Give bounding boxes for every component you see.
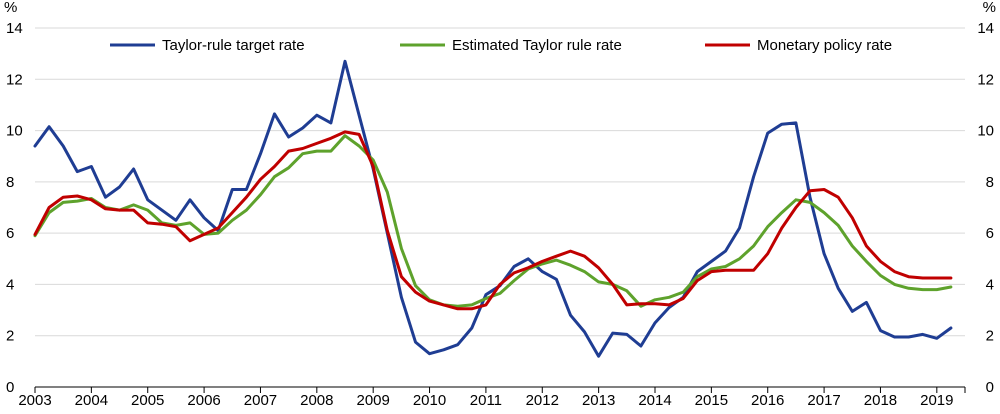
y-tick-label-left-8: 8 [6,174,14,191]
y-tick-label-left-10: 10 [6,123,23,140]
y-tick-label-left-6: 6 [6,225,14,242]
x-tick-label-2019: 2019 [920,392,953,409]
x-tick-label-2014: 2014 [638,392,671,409]
x-tick-label-2005: 2005 [131,392,164,409]
x-tick-label-2009: 2009 [356,392,389,409]
y-unit-left: % [4,0,17,16]
y-tick-label-left-2: 2 [6,328,14,345]
series-line-1 [33,59,953,358]
legend-label-2: Estimated Taylor rule rate [452,37,622,54]
y-tick-label-right-8: 8 [986,174,994,191]
x-tick-label-2016: 2016 [751,392,784,409]
series-line-3 [33,130,953,311]
x-tick-label-2013: 2013 [582,392,615,409]
y-tick-label-left-4: 4 [6,276,14,293]
legend: Taylor-rule target rate Estimated Taylor … [110,37,892,54]
x-tick-label-2003: 2003 [18,392,51,409]
x-tick-label-2015: 2015 [695,392,728,409]
x-tick-label-2012: 2012 [526,392,559,409]
y-tick-label-left-12: 12 [6,71,23,88]
y-tick-label-right-4: 4 [986,276,994,293]
legend-label-1: Taylor-rule target rate [162,37,305,54]
y-tick-label-left-14: 14 [6,20,23,37]
gridlines [35,27,965,337]
x-tick-label-2017: 2017 [807,392,840,409]
y-tick-label-right-14: 14 [977,20,994,37]
y-tick-label-left-0: 0 [6,379,14,396]
x-tick-label-2010: 2010 [413,392,446,409]
x-tick-label-2018: 2018 [864,392,897,409]
axes: 0 0 2 2 4 4 6 6 8 8 10 10 12 12 14 14% % 2003 2004 2005 2006… [4,0,996,409]
y-tick-label-right-0: 0 [986,379,994,396]
x-tick-label-2008: 2008 [300,392,333,409]
x-tick-label-2007: 2007 [244,392,277,409]
x-tick-label-2004: 2004 [75,392,108,409]
y-tick-label-right-10: 10 [977,123,994,140]
y-tick-label-right-12: 12 [977,71,994,88]
x-tick-label-2011: 2011 [470,392,502,409]
y-tick-label-right-2: 2 [986,328,994,345]
series-lines [33,59,953,358]
series-line-2 [33,134,953,308]
legend-label-3: Monetary policy rate [757,37,892,54]
y-unit-right: % [983,0,996,16]
y-tick-label-right-6: 6 [986,225,994,242]
x-tick-label-2006: 2006 [187,392,220,409]
